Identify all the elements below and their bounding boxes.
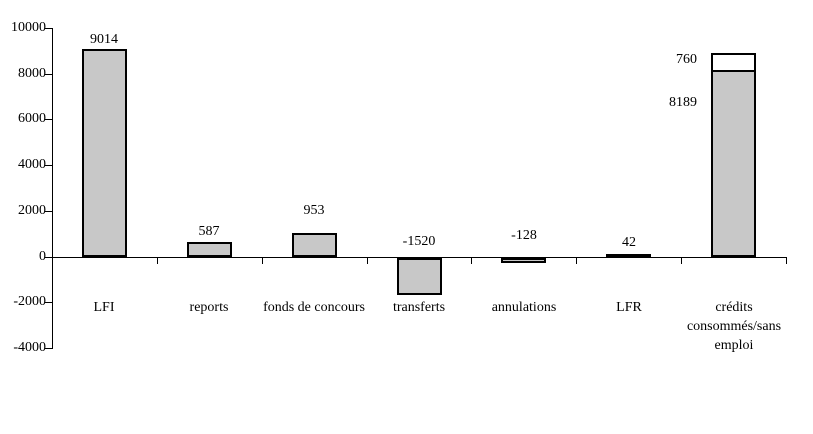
x-tick: [157, 258, 158, 264]
x-tick: [471, 258, 472, 264]
bar: [82, 49, 127, 257]
y-tick-label: -4000: [13, 340, 46, 355]
category-label: annulations: [491, 300, 557, 315]
bar: [397, 258, 442, 295]
x-tick: [786, 258, 787, 264]
y-tick: [45, 302, 52, 303]
x-tick: [367, 258, 368, 264]
value-label: -128: [511, 228, 537, 243]
value-label: 587: [198, 224, 220, 239]
y-tick-label: 10000: [11, 20, 46, 35]
category-label: LFR: [616, 300, 642, 315]
category-label: LFI: [93, 300, 115, 315]
category-label: fonds de concours: [263, 300, 365, 315]
bar-segment-gray: [711, 70, 756, 257]
x-tick: [681, 258, 682, 264]
y-tick: [45, 119, 52, 120]
y-tick: [45, 257, 52, 258]
bar-segment-white: [711, 53, 756, 72]
y-tick: [45, 211, 52, 212]
category-label: transferts: [392, 300, 446, 315]
y-tick-label: 8000: [18, 66, 46, 81]
x-tick: [576, 258, 577, 264]
y-tick-label: 2000: [18, 203, 46, 218]
y-tick-label: 6000: [18, 111, 46, 126]
value-label: 760: [676, 52, 697, 67]
bar: [501, 258, 546, 263]
y-axis-line: [52, 28, 53, 349]
bar: [606, 254, 651, 258]
y-tick: [45, 74, 52, 75]
value-label: -1520: [402, 234, 436, 249]
value-label: 953: [303, 203, 325, 218]
bar: [292, 233, 337, 257]
y-tick: [45, 348, 52, 349]
y-tick: [45, 28, 52, 29]
y-tick-label: -2000: [13, 294, 46, 309]
y-tick-label: 4000: [18, 157, 46, 172]
category-label: reports: [189, 300, 229, 315]
value-label: 9014: [90, 32, 118, 47]
y-tick-label: 0: [39, 249, 46, 264]
category-label: crédits consommés/sans emploi: [686, 300, 782, 353]
y-tick: [45, 165, 52, 166]
x-tick: [262, 258, 263, 264]
bar: [187, 242, 232, 257]
value-label: 42: [622, 235, 636, 250]
x-axis-line: [52, 257, 787, 258]
value-label: 8189: [669, 95, 697, 110]
